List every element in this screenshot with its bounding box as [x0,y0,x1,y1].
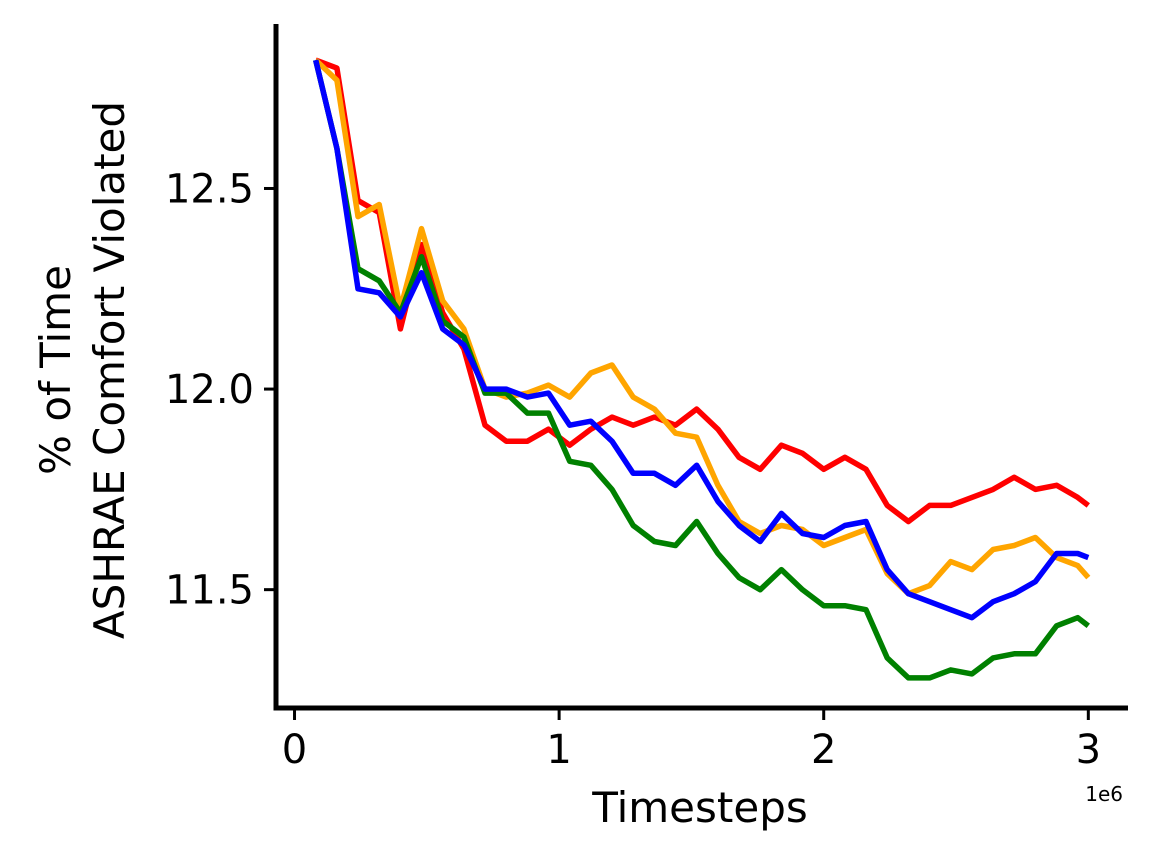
y-tick-label: 12.5 [165,166,254,212]
series-layer [313,57,1091,681]
x-tick-label: 0 [282,727,307,773]
series-line-3 [313,59,1090,681]
series-line-1 [314,57,1090,525]
series-line-2 [313,58,1091,597]
x-axis-offset-label: 1e6 [1085,782,1123,806]
y-tick-label: 11.5 [165,568,254,614]
x-tick-label: 2 [811,727,836,773]
x-tick-label: 1 [546,727,571,773]
y-axis-label-line-1: % of Time [31,265,80,475]
series-line-4 [313,59,1090,621]
x-axis-label: Timesteps [591,783,808,832]
y-tick-label: 12.0 [165,367,254,413]
x-tick-label: 3 [1076,727,1101,773]
y-ticks: 11.5 12.0 12.5 [165,166,276,614]
y-axis-label-line-2: ASHRAE Comfort Violated [85,101,134,639]
x-ticks: 0 1 2 3 [282,708,1101,773]
